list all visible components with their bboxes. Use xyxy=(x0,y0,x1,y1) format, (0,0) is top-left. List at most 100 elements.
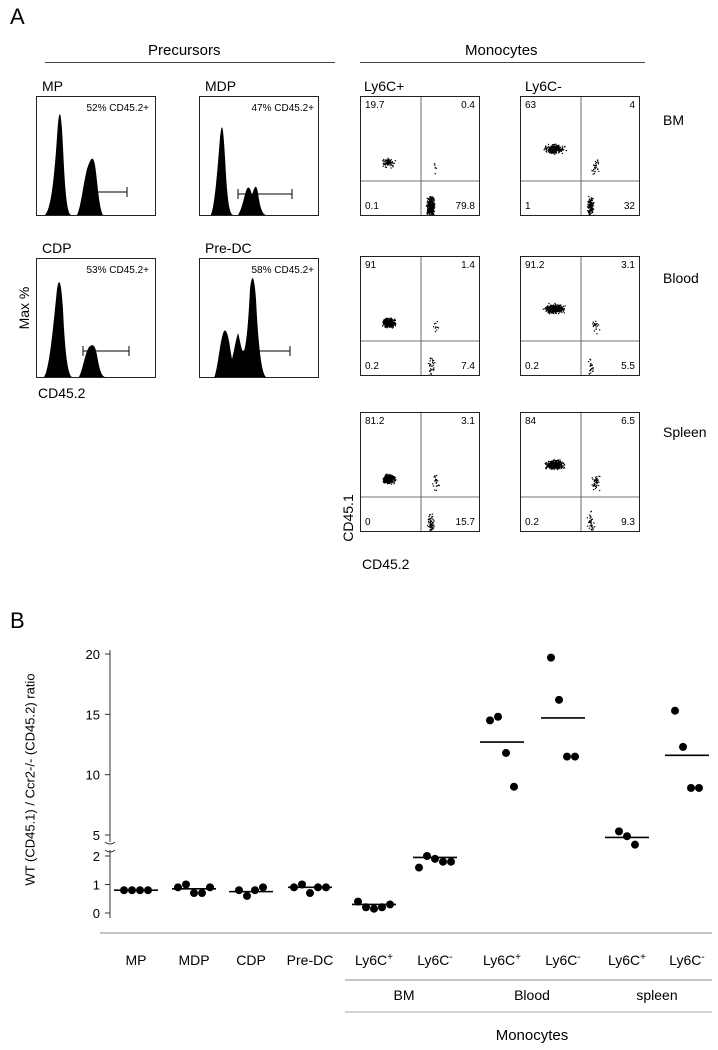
data-point xyxy=(354,897,362,906)
scatter-row-bm: BM xyxy=(663,112,684,128)
category-label: CDP xyxy=(236,952,266,968)
category-label: MDP xyxy=(178,952,209,968)
data-point xyxy=(378,903,386,912)
data-point xyxy=(502,748,510,757)
quadrant-value-ul: 63 xyxy=(525,100,537,111)
category-label: MP xyxy=(126,952,147,968)
data-point xyxy=(190,889,198,898)
data-point xyxy=(182,880,190,889)
group-label: BM xyxy=(394,987,415,1003)
scatter-col-ly6c-pos: Ly6C+ xyxy=(364,78,405,94)
axis-break xyxy=(104,841,116,845)
hist-percent: 47% CD45.2+ xyxy=(251,103,314,114)
data-point xyxy=(144,886,152,895)
data-point xyxy=(571,752,579,761)
scatter-plot: 91 1.4 0.2 7.4 xyxy=(360,256,480,376)
quadrant-value-lr: 5.5 xyxy=(621,361,635,372)
histogram-mdp: 47% CD45.2+ xyxy=(199,96,319,216)
panel-b-letter: B xyxy=(10,608,25,633)
data-point xyxy=(671,706,679,715)
hist-ylabel: Max % xyxy=(16,286,32,330)
hist-label-predc: Pre-DC xyxy=(205,240,252,256)
data-point xyxy=(298,880,306,889)
scatter-plot: 91.2 3.1 0.2 5.5 xyxy=(520,256,640,376)
data-point xyxy=(174,883,182,892)
data-point xyxy=(431,854,439,863)
category-label: Ly6C- xyxy=(669,952,705,969)
monocytes-rule xyxy=(360,62,645,63)
data-point xyxy=(494,712,502,721)
precursors-rule xyxy=(45,62,335,63)
panel-a-letter: A xyxy=(10,4,25,29)
quadrant-value-ul: 81.2 xyxy=(365,416,385,427)
data-point xyxy=(259,883,267,892)
y-tick-label: 5 xyxy=(93,828,100,843)
scatter-col-ly6c-neg: Ly6C- xyxy=(525,78,562,94)
category-label: Ly6C+ xyxy=(483,952,521,969)
category-label: Ly6C+ xyxy=(355,952,393,969)
quadrant-value-lr: 79.8 xyxy=(455,201,475,212)
y-tick-label: 0 xyxy=(93,906,100,921)
scatter-row-blood: Blood xyxy=(663,270,699,286)
hist-percent: 52% CD45.2+ xyxy=(86,103,149,114)
quadrant-value-lr: 32 xyxy=(623,201,635,212)
scatter-plot: 63 4 1 32 xyxy=(520,96,640,216)
data-point xyxy=(370,904,378,913)
quadrant-value-ll: 0.1 xyxy=(365,201,379,212)
category-label: Ly6C- xyxy=(417,952,453,969)
quadrant-value-ll: 0.2 xyxy=(365,361,379,372)
quadrant-value-ll: 0.2 xyxy=(525,361,539,372)
scatter-row-spleen: Spleen xyxy=(663,424,707,440)
data-point xyxy=(386,900,394,909)
quadrant-value-ll: 1 xyxy=(525,201,531,212)
data-point xyxy=(362,903,370,912)
data-point xyxy=(128,886,136,895)
data-point xyxy=(486,716,494,725)
category-label: Pre-DC xyxy=(287,952,334,968)
y-tick-label: 10 xyxy=(86,768,100,783)
quadrant-value-ul: 91.2 xyxy=(525,260,545,271)
data-point xyxy=(631,840,639,849)
hist-xlabel: CD45.2 xyxy=(38,385,86,401)
data-point xyxy=(322,883,330,892)
y-tick-label: 20 xyxy=(86,647,100,662)
axis-break xyxy=(104,849,116,853)
quadrant-value-ur: 3.1 xyxy=(461,416,475,427)
data-point xyxy=(290,883,298,892)
data-point xyxy=(439,857,447,866)
quadrant-value-lr: 9.3 xyxy=(621,517,635,528)
data-point xyxy=(198,889,206,898)
group-label: spleen xyxy=(636,987,677,1003)
histogram-mp: 52% CD45.2+ xyxy=(36,96,156,216)
quadrant-value-ur: 6.5 xyxy=(621,416,635,427)
precursors-title: Precursors xyxy=(148,42,221,59)
data-point xyxy=(235,886,243,895)
y-tick-label: 2 xyxy=(93,849,100,864)
data-point xyxy=(623,832,631,841)
scatter-plot: 81.2 3.1 0 15.7 xyxy=(360,412,480,532)
data-point xyxy=(243,891,251,900)
y-tick-label: 15 xyxy=(86,707,100,722)
scatter-ylabel: CD45.1 xyxy=(340,494,356,542)
quadrant-value-ur: 4 xyxy=(629,100,635,111)
data-point xyxy=(423,852,431,860)
group-label: Blood xyxy=(514,987,550,1003)
data-point xyxy=(563,752,571,761)
quadrant-value-ll: 0 xyxy=(365,517,371,528)
quadrant-value-ur: 3.1 xyxy=(621,260,635,271)
hist-percent: 53% CD45.2+ xyxy=(86,265,149,276)
data-point xyxy=(251,886,259,895)
hist-label-cdp: CDP xyxy=(42,240,72,256)
scatter-xlabel: CD45.2 xyxy=(362,556,410,572)
chart-b-ylabel: WT (CD45.1) / Ccr2-/- (CD45.2) ratio xyxy=(22,673,38,886)
scatter-plot: 84 6.5 0.2 9.3 xyxy=(520,412,640,532)
data-point xyxy=(555,695,563,704)
quadrant-value-ul: 19.7 xyxy=(365,100,385,111)
hist-percent: 58% CD45.2+ xyxy=(251,265,314,276)
data-point xyxy=(695,783,703,792)
data-point xyxy=(136,886,144,895)
quadrant-value-lr: 15.7 xyxy=(455,517,475,528)
hist-label-mp: MP xyxy=(42,78,63,94)
data-point xyxy=(547,653,555,662)
data-point xyxy=(206,883,214,892)
